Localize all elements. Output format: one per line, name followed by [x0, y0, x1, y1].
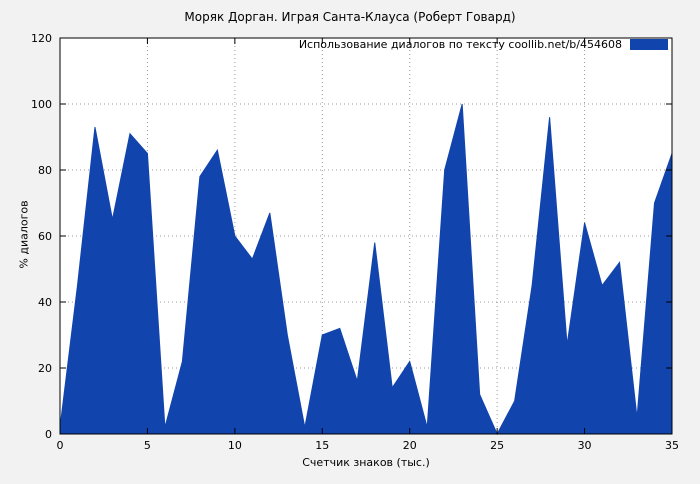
y-tick-label: 0	[45, 428, 52, 441]
x-tick-label: 30	[578, 439, 592, 452]
x-tick-label: 0	[57, 439, 64, 452]
legend-swatch	[630, 39, 668, 50]
chart-title: Моряк Дорган. Играя Санта-Клауса (Роберт…	[184, 10, 516, 24]
y-tick-label: 40	[38, 296, 52, 309]
data-area	[59, 103, 673, 436]
y-tick-label: 80	[38, 164, 52, 177]
x-tick-label: 20	[403, 439, 417, 452]
legend: Использование диалогов по тексту coollib…	[299, 38, 668, 51]
x-tick-label: 5	[144, 439, 151, 452]
x-tick-label: 25	[490, 439, 504, 452]
x-tick-label: 35	[665, 439, 679, 452]
y-tick-label: 20	[38, 362, 52, 375]
y-tick-label: 120	[31, 32, 52, 45]
y-axis-label: % диалогов	[17, 200, 31, 269]
x-axis-label: Счетчик знаков (тыс.)	[302, 456, 430, 469]
x-tick-label: 10	[228, 439, 242, 452]
x-tick-label: 15	[315, 439, 329, 452]
y-tick-label: 60	[38, 230, 52, 243]
y-tick-label: 100	[31, 98, 52, 111]
legend-label: Использование диалогов по тексту coollib…	[298, 38, 622, 51]
